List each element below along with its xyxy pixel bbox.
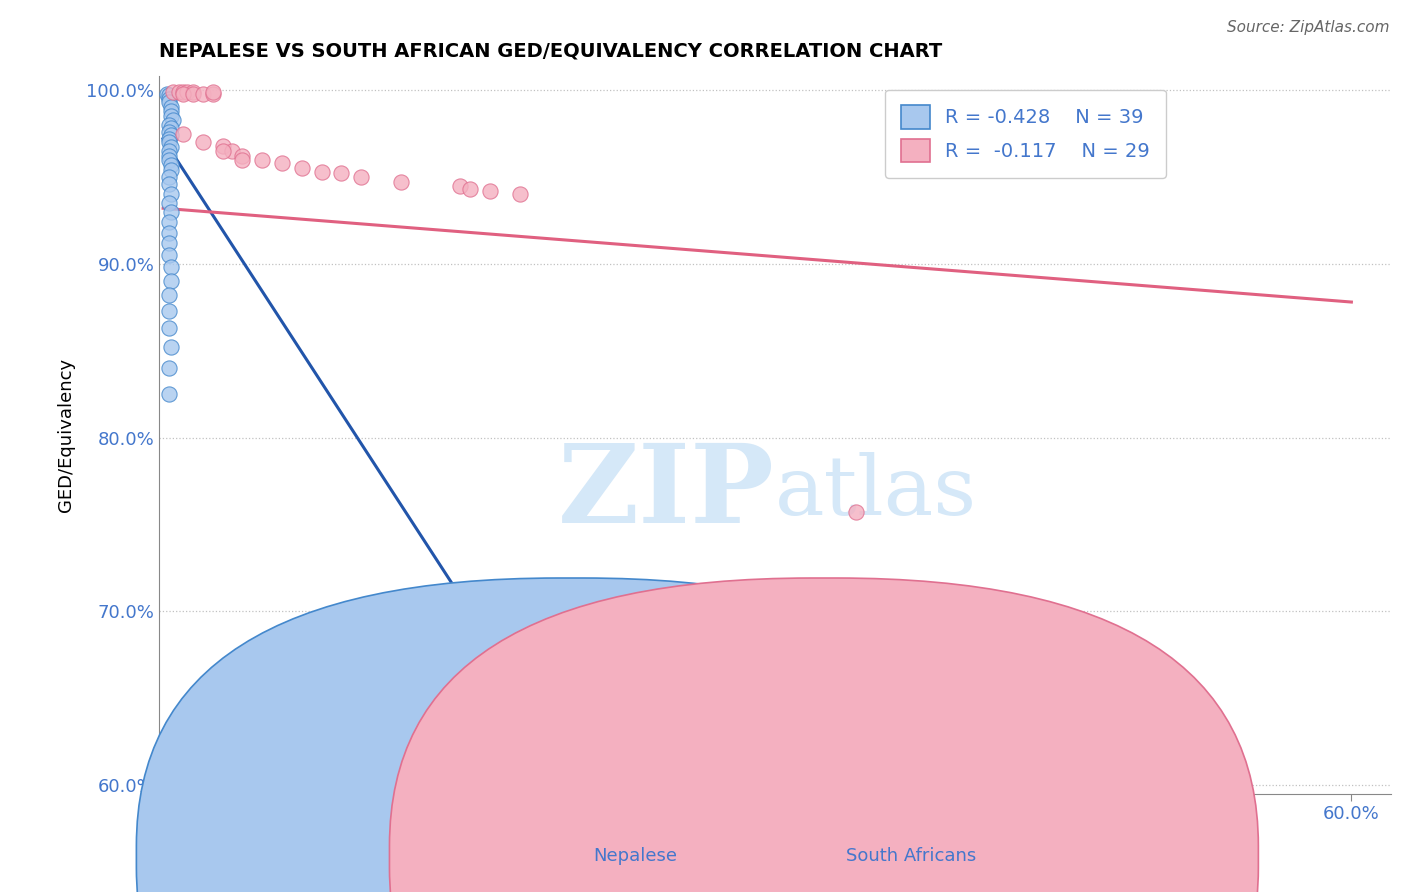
Point bbox=[157, 361, 180, 376]
Point bbox=[389, 175, 412, 189]
Point bbox=[509, 187, 531, 202]
Point bbox=[160, 100, 183, 114]
Point bbox=[156, 87, 179, 101]
Point bbox=[172, 127, 194, 141]
Point bbox=[162, 85, 184, 99]
Point bbox=[172, 85, 194, 99]
Point bbox=[191, 87, 214, 101]
Point bbox=[221, 144, 243, 158]
Text: atlas: atlas bbox=[775, 452, 977, 533]
Text: Source: ZipAtlas.com: Source: ZipAtlas.com bbox=[1226, 20, 1389, 35]
Point bbox=[157, 144, 180, 158]
Point bbox=[250, 153, 273, 167]
Point bbox=[157, 153, 180, 167]
Point bbox=[231, 149, 253, 163]
Point bbox=[157, 235, 180, 250]
Point bbox=[160, 103, 183, 118]
Point bbox=[160, 163, 183, 178]
Point bbox=[157, 125, 180, 139]
Point bbox=[157, 169, 180, 184]
Point bbox=[211, 138, 233, 153]
Point bbox=[160, 109, 183, 123]
Point bbox=[160, 204, 183, 219]
Point bbox=[271, 156, 294, 170]
Point bbox=[311, 165, 333, 179]
Point bbox=[172, 87, 194, 101]
Point bbox=[191, 135, 214, 149]
Point bbox=[160, 340, 183, 354]
Point bbox=[291, 161, 314, 176]
Point bbox=[160, 158, 183, 172]
Text: NEPALESE VS SOUTH AFRICAN GED/EQUIVALENCY CORRELATION CHART: NEPALESE VS SOUTH AFRICAN GED/EQUIVALENC… bbox=[159, 42, 942, 61]
Point bbox=[157, 88, 180, 103]
Point bbox=[350, 169, 373, 184]
Point bbox=[157, 303, 180, 318]
Point bbox=[478, 184, 501, 198]
Point bbox=[167, 85, 190, 99]
Point bbox=[157, 196, 180, 211]
Point bbox=[458, 182, 481, 196]
Point bbox=[157, 288, 180, 302]
Point bbox=[449, 178, 471, 193]
Point bbox=[157, 248, 180, 262]
Point bbox=[157, 226, 180, 240]
Point bbox=[157, 215, 180, 229]
Point bbox=[157, 132, 180, 146]
Point bbox=[201, 85, 224, 99]
Point bbox=[157, 95, 180, 110]
Point bbox=[160, 274, 183, 288]
Point bbox=[160, 128, 183, 143]
Point bbox=[157, 177, 180, 191]
Y-axis label: GED/Equivalency: GED/Equivalency bbox=[58, 358, 75, 512]
Point bbox=[201, 87, 224, 101]
Text: Nepalese: Nepalese bbox=[593, 847, 678, 865]
Point bbox=[162, 112, 184, 127]
Point bbox=[453, 607, 475, 622]
Point bbox=[157, 149, 180, 163]
Point bbox=[176, 85, 198, 99]
Point bbox=[157, 92, 180, 106]
Point bbox=[157, 387, 180, 401]
Point bbox=[157, 135, 180, 149]
Point bbox=[160, 260, 183, 275]
Point bbox=[211, 144, 233, 158]
Point bbox=[181, 85, 204, 99]
Text: South Africans: South Africans bbox=[846, 847, 977, 865]
Point bbox=[160, 187, 183, 202]
Point bbox=[458, 599, 481, 613]
Point bbox=[157, 118, 180, 132]
Text: ZIP: ZIP bbox=[558, 439, 775, 546]
Point bbox=[160, 121, 183, 136]
Point bbox=[181, 87, 204, 101]
Legend: R = -0.428    N = 39, R =  -0.117    N = 29: R = -0.428 N = 39, R = -0.117 N = 29 bbox=[886, 89, 1166, 178]
Point bbox=[845, 505, 868, 519]
Point bbox=[157, 321, 180, 335]
Point bbox=[231, 153, 253, 167]
Point bbox=[160, 140, 183, 154]
Point bbox=[330, 166, 353, 180]
